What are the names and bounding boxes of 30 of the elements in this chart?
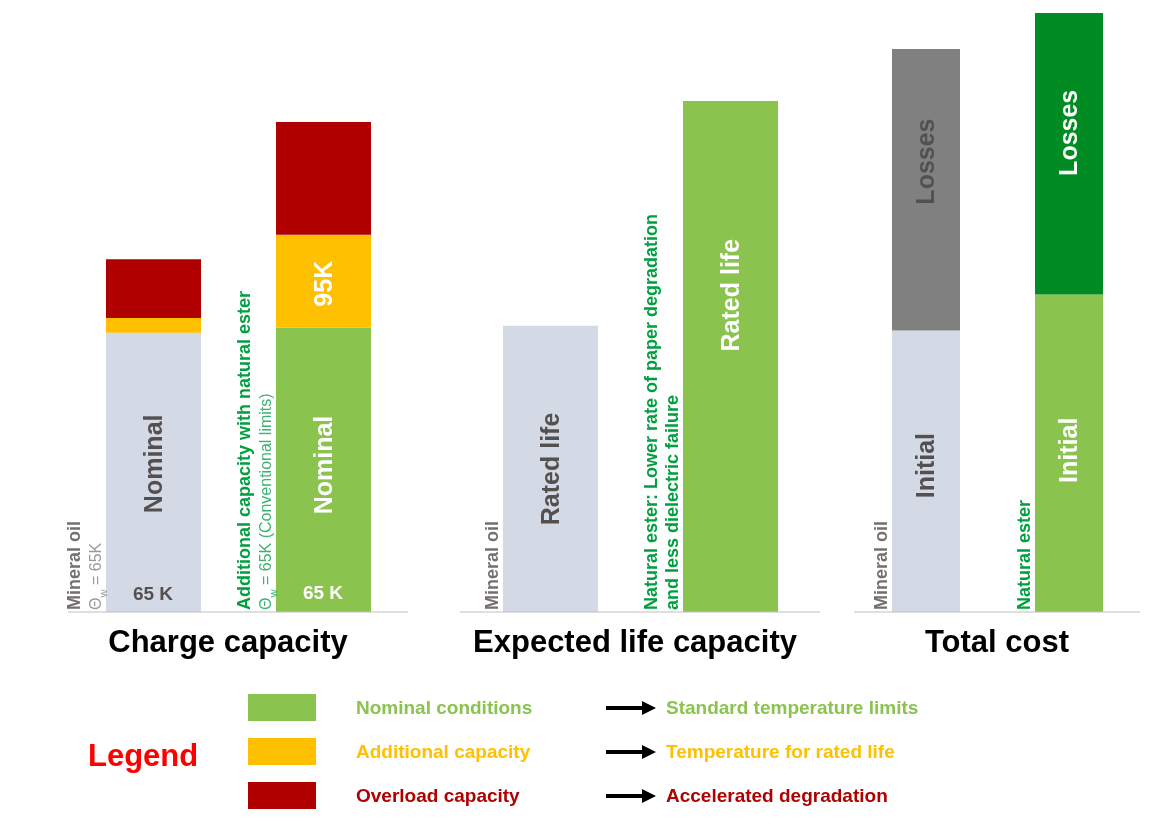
x-tick-label: Mineral oil: [63, 520, 84, 610]
annotation: Nominal: [139, 414, 167, 514]
text: Temperature for rated life: [666, 740, 895, 763]
x-tick-label: Mineral oil: [870, 520, 891, 610]
x-tick-label: Mineral oil: [481, 520, 502, 610]
bar: [1035, 294, 1103, 612]
text: Accelerated degradation: [666, 784, 888, 807]
legend-label: Overload capacity: [356, 784, 521, 807]
x-tick-label: Additional capacity with natural ester: [233, 290, 254, 610]
x-tick-label: Natural ester: Lower rate of paper degradation and less dielectric failure: [640, 213, 682, 610]
text: Total cost: [923, 624, 1071, 660]
text: Standard temperature limits: [666, 696, 919, 719]
annotation: Initial: [1054, 417, 1083, 483]
legend-label: Nominal conditions: [356, 696, 534, 719]
bar: [1035, 13, 1103, 295]
text: Expected life capacity: [472, 624, 798, 660]
bar: [892, 48, 960, 331]
annotation: 95K: [309, 260, 337, 307]
annotation: Initial: [911, 432, 940, 499]
annotation: Nominal: [309, 415, 337, 515]
text: Charge capacity: [107, 624, 349, 660]
annotation: Rated life: [536, 412, 564, 526]
annotation: Rated life: [716, 238, 744, 352]
annotation: Losses: [1054, 89, 1083, 176]
bar: [892, 330, 960, 612]
annotation: 65 K: [132, 582, 174, 604]
x-tick-label: Natural ester: [1013, 499, 1034, 610]
legend-title: Legend: [88, 738, 199, 774]
annotation: 65 K: [302, 581, 344, 603]
legend-label: Additional capacity: [356, 740, 532, 763]
